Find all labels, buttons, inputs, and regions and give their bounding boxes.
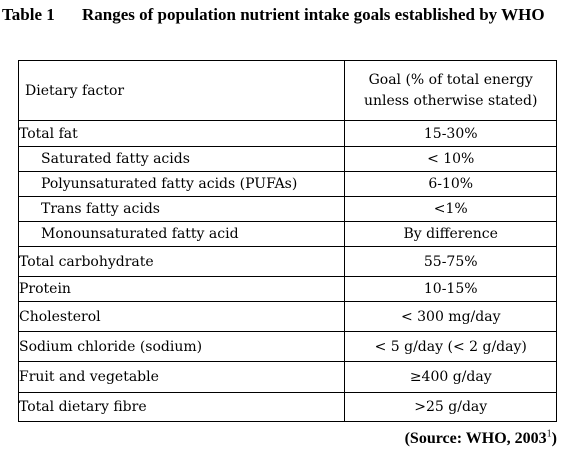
- table-number: Table 1: [2, 5, 55, 24]
- goal-cell: By difference: [344, 221, 557, 247]
- goal-cell: < 5 g/day (< 2 g/day): [344, 331, 557, 362]
- table-row: Saturated fatty acids < 10%: [18, 146, 557, 172]
- goal-cell: 6-10%: [344, 171, 557, 197]
- goal-cell: 15-30%: [344, 120, 557, 147]
- table-row: Cholesterol < 300 mg/day: [18, 301, 557, 332]
- column-header-dietary-factor: Dietary factor: [18, 60, 346, 121]
- dietary-factor-cell: Saturated fatty acids: [18, 146, 346, 172]
- source-citation: (Source: WHO, 20031): [404, 428, 557, 448]
- table-title: Ranges of population nutrient intake goa…: [82, 5, 545, 24]
- dietary-factor-cell: Protein: [18, 276, 346, 302]
- table-row: Total carbohydrate 55-75%: [18, 246, 557, 277]
- table-header-row: Dietary factor Goal (% of total energy u…: [18, 60, 557, 121]
- goal-header-line-2: unless otherwise stated): [363, 92, 538, 109]
- goal-cell: 55-75%: [344, 246, 557, 277]
- table-row: Fruit and vegetable ≥400 g/day: [18, 361, 557, 393]
- table-body: Total fat 15-30% Saturated fatty acids < 10…: [18, 120, 557, 422]
- goal-cell: ≥400 g/day: [344, 361, 557, 393]
- source-footnote-marker: 1: [546, 428, 552, 440]
- table-row: Trans fatty acids <1%: [18, 196, 557, 222]
- dietary-factor-cell: Total fat: [18, 120, 346, 147]
- dietary-factor-cell: Trans fatty acids: [18, 196, 346, 222]
- goal-cell: < 10%: [344, 146, 557, 172]
- source-text: (Source: WHO, 2003: [404, 430, 547, 447]
- goal-cell: < 300 mg/day: [344, 301, 557, 332]
- goal-header-line-1: Goal (% of total energy: [368, 71, 533, 88]
- goal-cell: >25 g/day: [414, 399, 488, 415]
- column-header-goal: Goal (% of total energy unless otherwise…: [344, 60, 557, 121]
- table-row: Total fat 15-30%: [18, 120, 557, 147]
- goal-cell: <1%: [344, 196, 557, 222]
- dietary-factor-cell: Cholesterol: [18, 301, 346, 332]
- table-row: Total dietary fibre >25 g/day: [18, 392, 557, 422]
- table-row: Polyunsaturated fatty acids (PUFAs) 6-10%: [18, 171, 557, 197]
- dietary-factor-cell: Sodium chloride (sodium): [18, 331, 346, 362]
- source-close-paren: ): [551, 430, 557, 447]
- dietary-factor-cell: Monounsaturated fatty acid: [18, 221, 346, 247]
- dietary-factor-cell: Fruit and vegetable: [18, 361, 346, 393]
- dietary-factor-cell: Total carbohydrate: [18, 246, 346, 277]
- table-row: Protein 10-15%: [18, 276, 557, 302]
- dietary-factor-cell: Total dietary fibre: [18, 392, 346, 422]
- dietary-factor-cell: Polyunsaturated fatty acids (PUFAs): [18, 171, 346, 197]
- nutrient-goals-table: Dietary factor Goal (% of total energy u…: [18, 60, 557, 422]
- goal-cell: 10-15%: [344, 276, 557, 302]
- table-row: Sodium chloride (sodium) < 5 g/day (< 2 g…: [18, 331, 557, 362]
- table-row: Monounsaturated fatty acid By difference: [18, 221, 557, 247]
